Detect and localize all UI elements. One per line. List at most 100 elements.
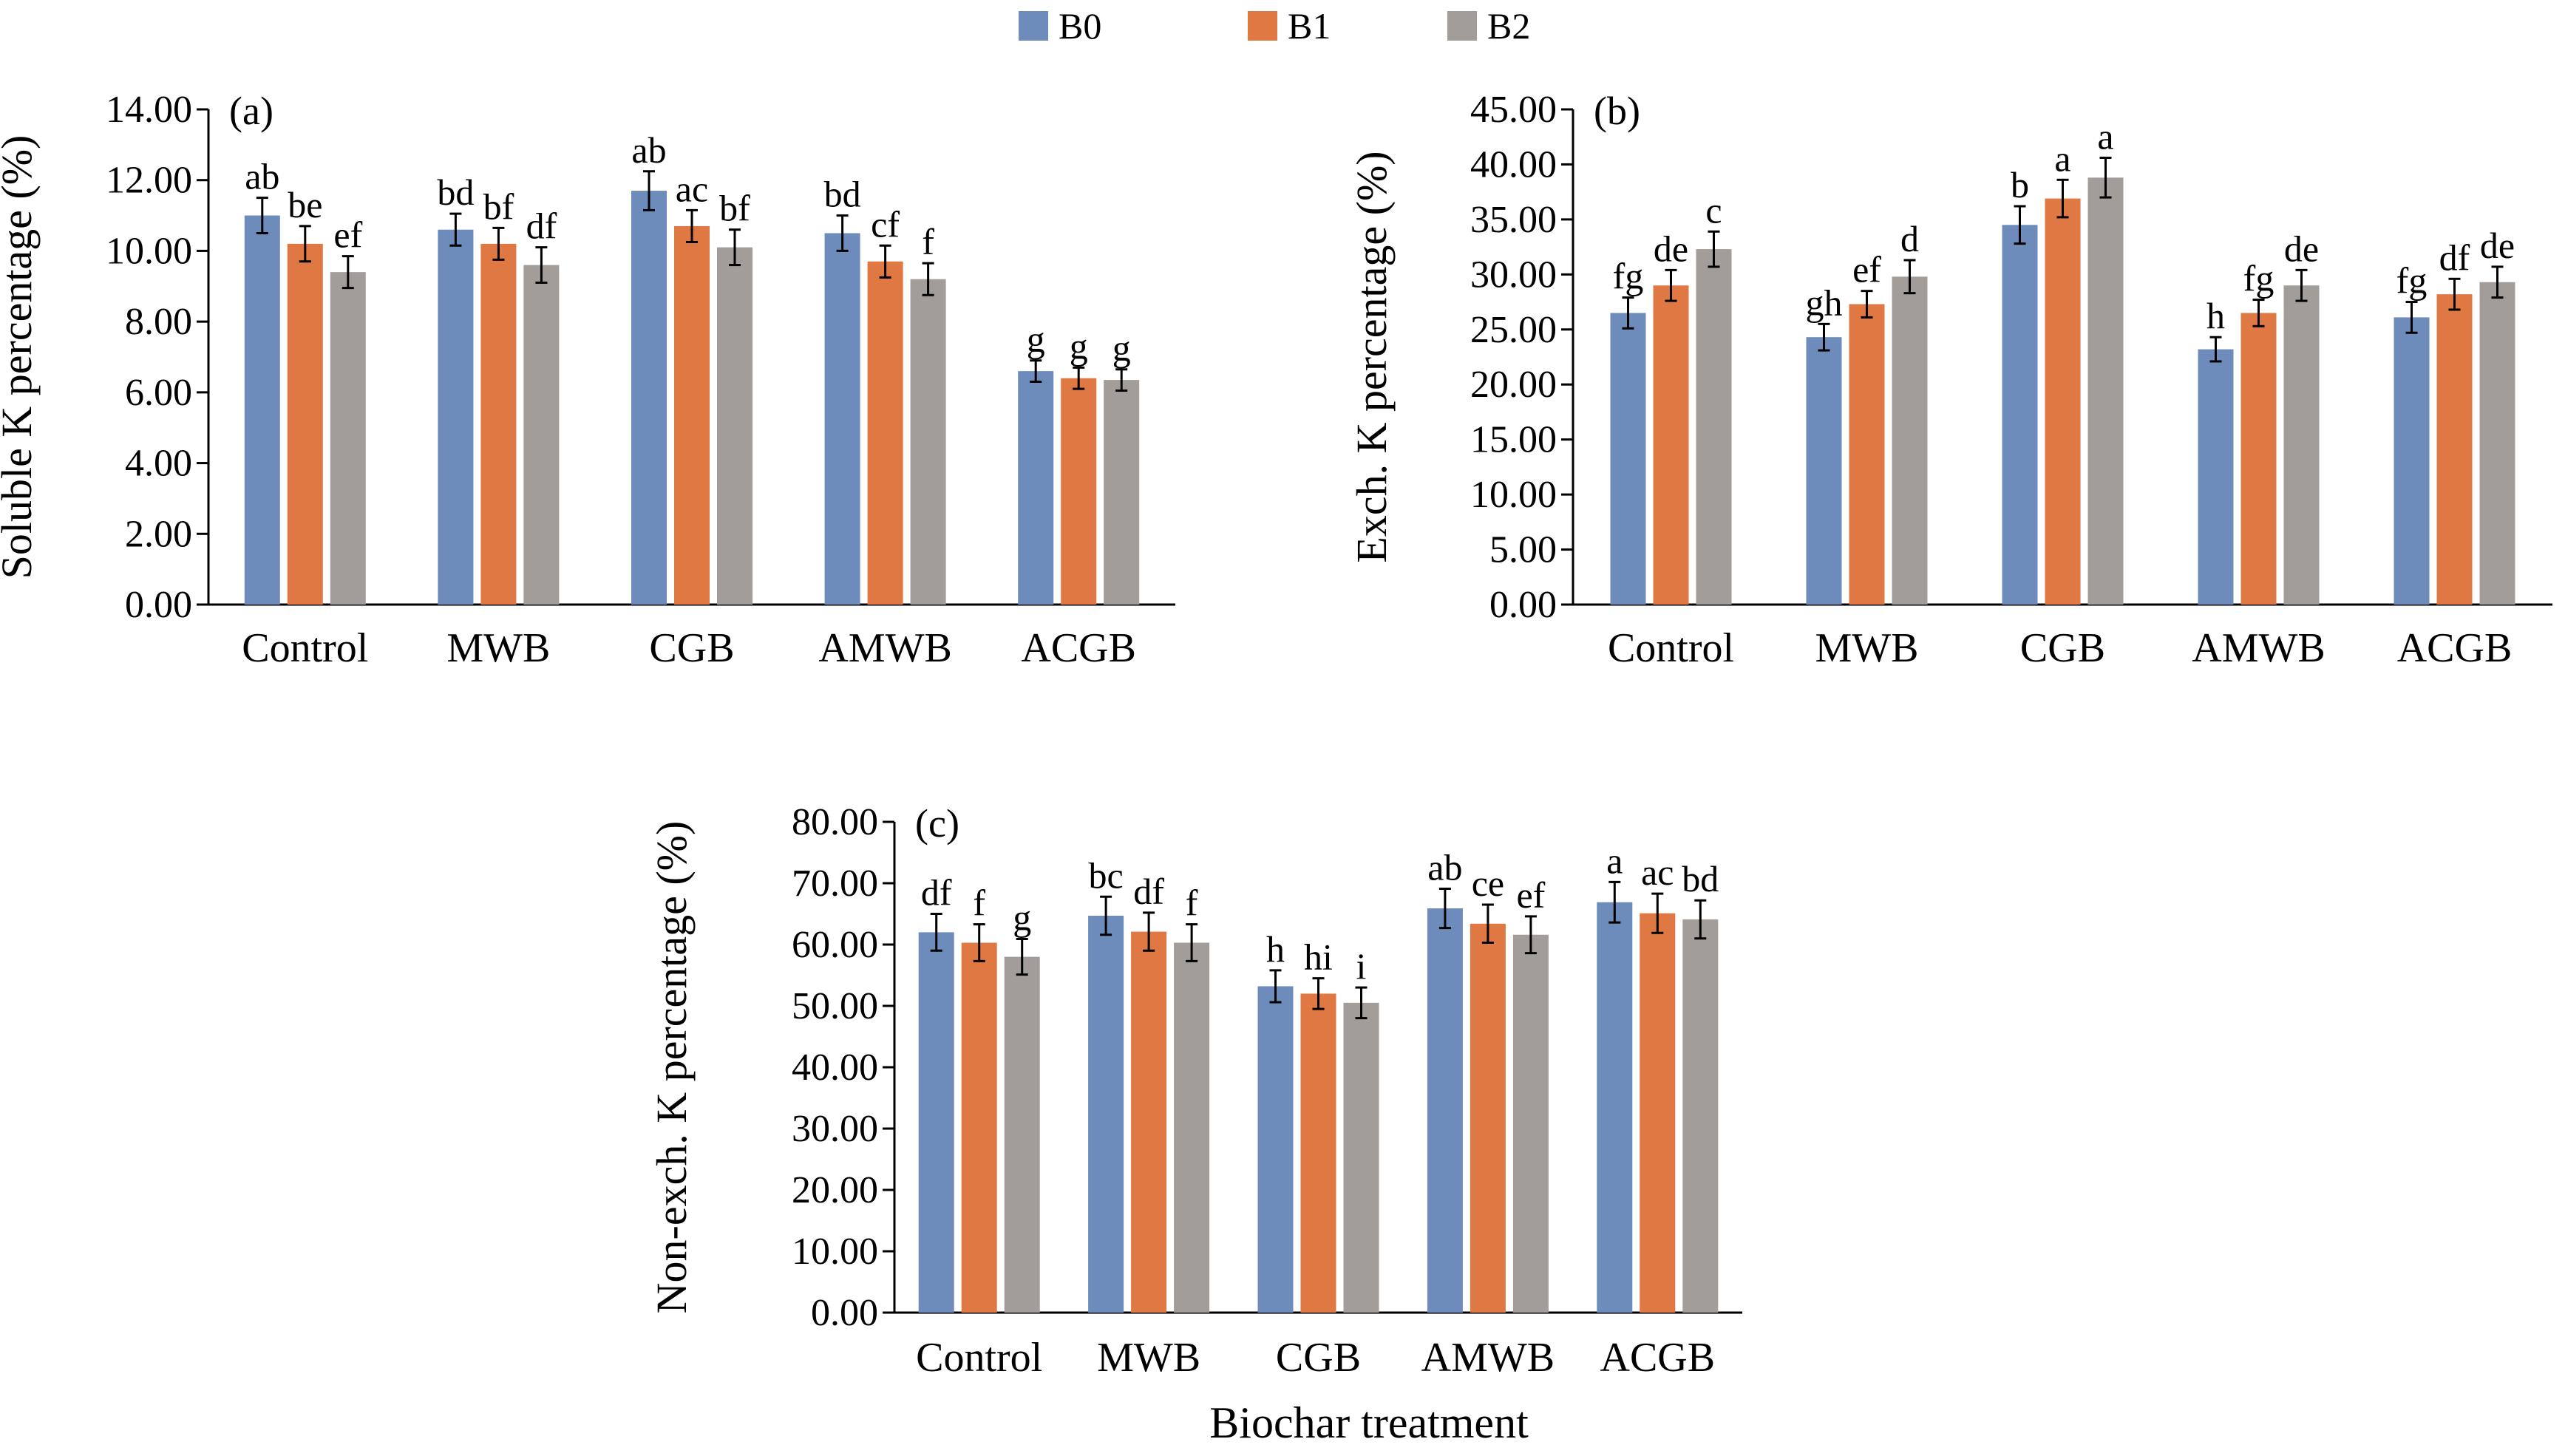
bar-b2 — [1892, 276, 1928, 605]
y-tick-label: 0.00 — [125, 584, 192, 626]
bar-b1 — [961, 942, 997, 1313]
bar-b2 — [1682, 919, 1719, 1313]
bar-b0 — [1257, 986, 1294, 1313]
bar-b2 — [717, 247, 752, 605]
legend-swatch-b0 — [1019, 11, 1048, 41]
significance-letter: df — [2439, 237, 2470, 278]
significance-letter: f — [1186, 882, 1198, 924]
significance-letter: ac — [1641, 851, 1674, 893]
y-tick-label: 12.00 — [106, 160, 192, 202]
bar-b2 — [2087, 177, 2124, 605]
y-tick-label: 45.00 — [1470, 89, 1557, 131]
bar-b0 — [244, 215, 280, 605]
bar-b1 — [2045, 198, 2081, 605]
y-tick-label: 6.00 — [125, 372, 192, 414]
x-tick-label: MWB — [446, 625, 550, 671]
bar-b0 — [824, 233, 860, 605]
bar-b0 — [1806, 337, 1842, 605]
significance-letter: cf — [871, 203, 900, 245]
y-tick-label: 10.00 — [1470, 474, 1557, 516]
y-tick-label: 60.00 — [792, 924, 878, 966]
significance-letter: gh — [1806, 282, 1843, 323]
y-axis-title: Soluble K percentage (%) — [0, 135, 41, 579]
bar-b2 — [1004, 956, 1040, 1313]
y-tick-label: 14.00 — [106, 89, 192, 131]
y-tick-label: 35.00 — [1470, 199, 1557, 241]
bar-b0 — [2198, 349, 2234, 605]
bar-b2 — [2479, 282, 2515, 605]
significance-letter: ab — [245, 156, 279, 197]
x-axis-title: Biochar treatment — [1209, 1398, 1529, 1447]
bar-b2 — [1512, 934, 1549, 1313]
bar-b1 — [1640, 913, 1676, 1313]
y-tick-label: 20.00 — [1470, 364, 1557, 406]
y-tick-label: 15.00 — [1470, 419, 1557, 461]
significance-letter: g — [1070, 325, 1088, 367]
significance-letter: c — [1705, 189, 1722, 231]
x-tick-label: MWB — [1815, 625, 1919, 671]
bar-b0 — [438, 229, 474, 605]
significance-letter: bc — [1088, 854, 1123, 896]
y-tick-label: 10.00 — [106, 230, 192, 272]
x-tick-label: ACGB — [1021, 625, 1136, 671]
x-tick-label: CGB — [1276, 1335, 1361, 1381]
bar-b1 — [1849, 304, 1885, 605]
bar-b1 — [1131, 931, 1167, 1313]
legend-swatch-b2 — [1447, 11, 1477, 41]
legend-item-b0: B0 — [1019, 7, 1101, 44]
x-tick-label: CGB — [649, 625, 734, 671]
bar-b0 — [631, 191, 667, 605]
significance-letter: b — [2011, 164, 2029, 205]
significance-letter: i — [1356, 945, 1367, 987]
x-tick-label: AMWB — [1421, 1335, 1555, 1381]
significance-letter: fg — [2396, 260, 2428, 302]
legend-item-b1: B1 — [1248, 7, 1331, 44]
significance-letter: d — [1900, 218, 1919, 259]
significance-letter: ef — [1852, 249, 1881, 290]
y-tick-label: 70.00 — [792, 863, 878, 905]
y-axis-title: Non-exch. K percentage (%) — [648, 821, 696, 1314]
significance-letter: g — [1013, 897, 1031, 939]
significance-letter: a — [2054, 137, 2070, 179]
bar-b1 — [2436, 294, 2473, 605]
significance-letter: fg — [2243, 258, 2274, 299]
y-tick-label: 50.00 — [792, 985, 878, 1027]
bar-b2 — [1104, 380, 1140, 605]
significance-letter: bd — [1682, 858, 1719, 899]
significance-letter: de — [2284, 228, 2319, 269]
bar-b1 — [287, 243, 323, 605]
significance-letter: df — [1133, 871, 1164, 912]
panel-b: 0.00 5.00 10.00 15.00 20.00 25.00 30.00 35.00 40… — [1348, 89, 2552, 671]
significance-letter: de — [1654, 228, 1688, 269]
panel-label: (b) — [1594, 89, 1640, 133]
x-tick-label: AMWB — [818, 625, 951, 671]
significance-letter: hi — [1304, 936, 1333, 978]
significance-letter: f — [973, 882, 985, 924]
significance-letter: fg — [1613, 256, 1644, 297]
significance-letter: ef — [1516, 874, 1545, 916]
bar-b0 — [918, 932, 954, 1313]
x-tick-label: Control — [916, 1335, 1042, 1381]
bar-b2 — [1174, 942, 1210, 1313]
legend-label-b1: B1 — [1288, 5, 1331, 47]
legend-item-b2: B2 — [1447, 7, 1530, 44]
bar-b1 — [1653, 285, 1689, 605]
bar-b1 — [867, 261, 903, 605]
x-tick-label: Control — [242, 625, 368, 671]
bar-b0 — [2002, 225, 2038, 605]
y-tick-label: 25.00 — [1470, 309, 1557, 351]
panel-label: (a) — [229, 89, 274, 133]
significance-letter: be — [288, 184, 322, 225]
significance-letter: ab — [1427, 846, 1462, 888]
significance-letter: ab — [631, 129, 666, 171]
bar-b0 — [1597, 902, 1633, 1313]
x-tick-label: ACGB — [2397, 625, 2513, 671]
y-tick-label: 40.00 — [792, 1047, 878, 1089]
panel-c: 0.00 10.00 20.00 30.00 40.00 50.00 60.00 70.00 8… — [648, 801, 1742, 1381]
x-tick-label: ACGB — [1600, 1335, 1716, 1381]
bar-b1 — [1300, 993, 1336, 1313]
x-tick-label: AMWB — [2192, 625, 2325, 671]
legend-label-b0: B0 — [1059, 5, 1102, 47]
bar-b2 — [1696, 249, 1732, 605]
